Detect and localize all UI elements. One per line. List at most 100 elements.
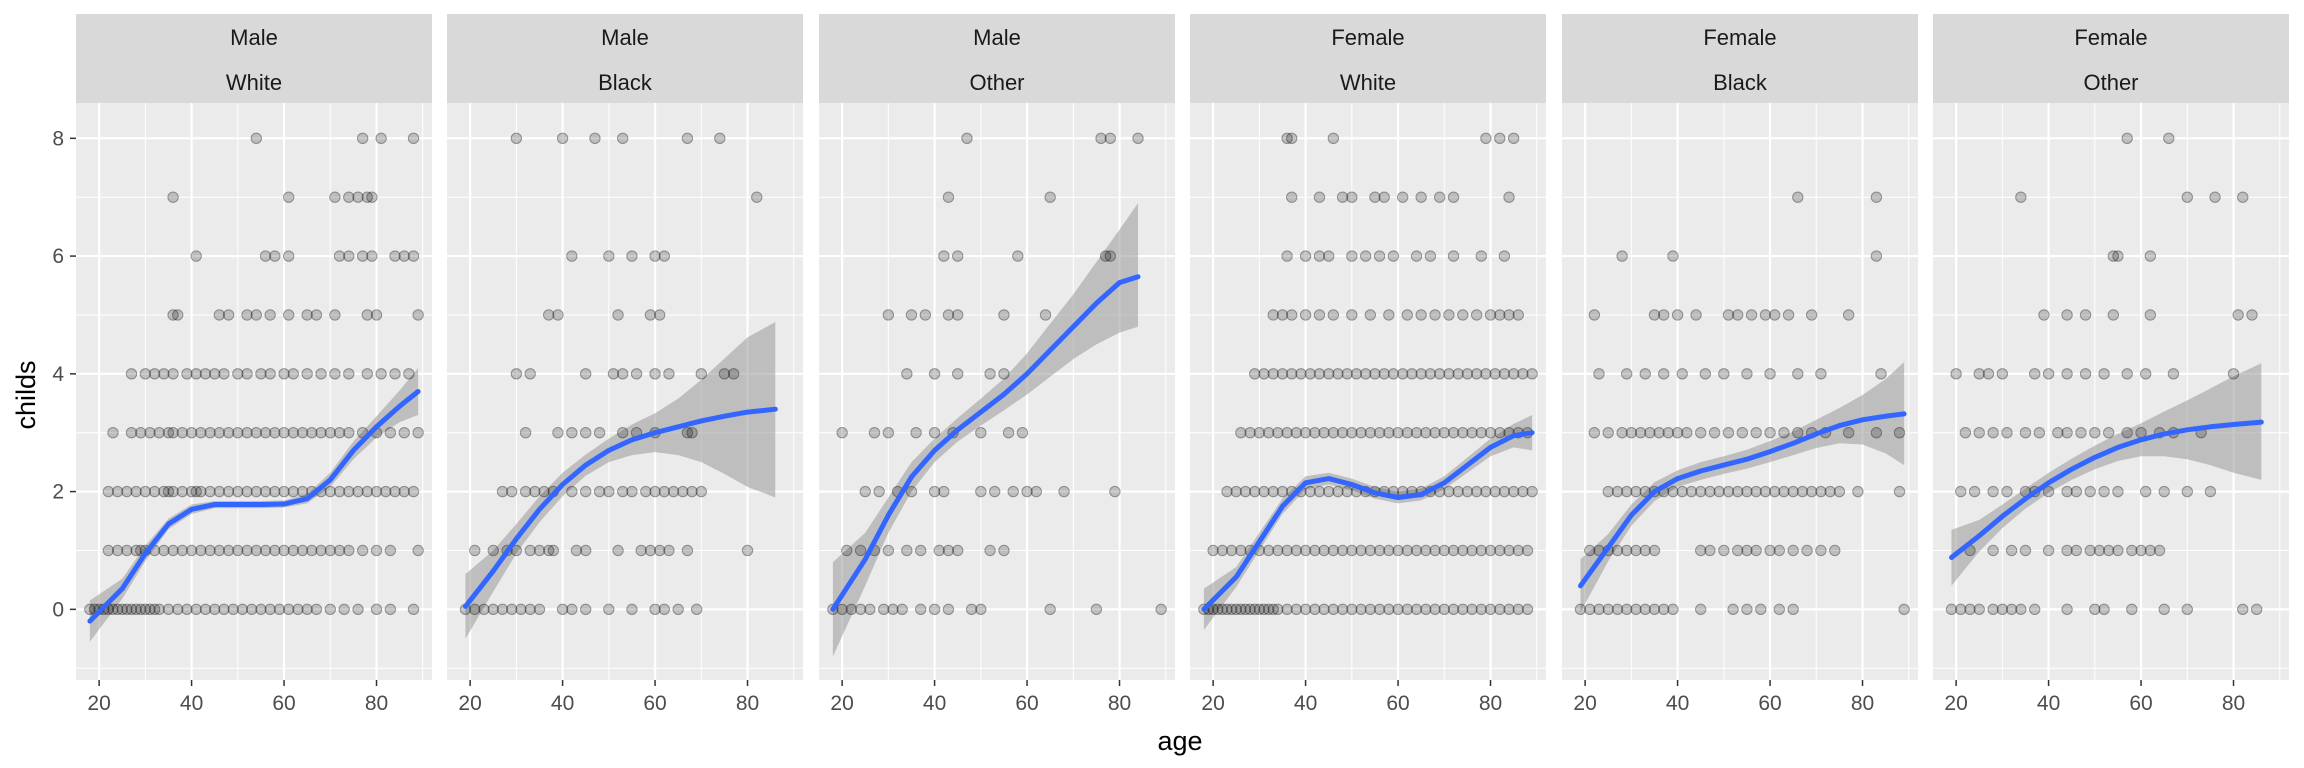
data-point: [121, 544, 133, 557]
facet-strip: [76, 14, 432, 103]
data-point: [1973, 427, 1985, 439]
data-point: [2121, 132, 2133, 145]
data-point: [352, 191, 364, 203]
x-tick-label: 40: [551, 692, 574, 715]
data-point: [1987, 485, 1999, 498]
data-point: [1466, 603, 1478, 616]
data-point: [1304, 368, 1316, 380]
data-point: [1021, 485, 1033, 498]
data-point: [135, 427, 147, 439]
data-point: [1662, 427, 1675, 439]
data-point: [1392, 427, 1404, 439]
data-point: [158, 544, 170, 557]
data-point: [1313, 191, 1326, 203]
data-point: [1741, 368, 1753, 380]
data-point: [919, 309, 932, 321]
data-point: [1498, 250, 1511, 262]
x-tick-label: 60: [1386, 692, 1409, 715]
data-point: [296, 427, 309, 439]
data-point: [1484, 544, 1497, 557]
data-point: [306, 427, 318, 439]
data-point: [352, 603, 364, 616]
data-point: [975, 485, 987, 498]
data-point: [1090, 603, 1103, 616]
data-point: [1616, 250, 1628, 262]
data-point: [1621, 368, 1633, 380]
facet-panel: Female White 20 40 60 80: [1190, 14, 1546, 715]
data-point: [315, 427, 327, 439]
data-point: [139, 485, 152, 498]
data-point: [1373, 427, 1386, 439]
smooth-line: [87, 389, 421, 624]
data-point: [148, 485, 161, 498]
data-point: [176, 427, 189, 439]
data-point: [1959, 427, 1972, 439]
data-point: [2005, 544, 2018, 557]
data-point: [218, 603, 230, 616]
data-point: [1466, 427, 1478, 439]
data-point: [2227, 368, 2240, 380]
data-point: [1731, 309, 1744, 321]
strip-label-race: Other: [969, 70, 1024, 95]
data-point: [250, 132, 263, 145]
data-point: [1870, 191, 1883, 203]
data-point: [2163, 132, 2175, 145]
data-point: [282, 191, 295, 203]
data-point: [227, 603, 239, 616]
data-point: [370, 485, 383, 498]
data-point: [2167, 368, 2180, 380]
data-point: [250, 544, 263, 557]
data-point: [1401, 309, 1413, 321]
data-point: [2112, 250, 2124, 262]
data-point: [681, 427, 694, 439]
data-point: [510, 132, 523, 145]
data-point: [1373, 250, 1386, 262]
data-point: [222, 485, 235, 498]
data-point: [533, 603, 546, 616]
data-point: [375, 368, 387, 380]
facet-strip: [447, 14, 803, 103]
data-point: [1415, 191, 1427, 203]
data-point: [1648, 544, 1661, 557]
data-point: [1667, 250, 1679, 262]
data-point: [1526, 368, 1538, 380]
data-point: [1387, 368, 1400, 380]
data-point: [984, 544, 996, 557]
data-point: [1987, 427, 1999, 439]
data-point: [1704, 544, 1716, 557]
data-point: [1313, 368, 1326, 380]
data-point: [1602, 603, 1614, 616]
data-point: [1272, 427, 1284, 439]
data-point: [310, 309, 323, 321]
data-point: [185, 485, 198, 498]
data-point: [333, 427, 346, 439]
data-point: [2042, 544, 2055, 557]
data-point: [1039, 309, 1052, 321]
data-point: [487, 603, 499, 616]
data-point: [1267, 485, 1279, 498]
data-point: [269, 250, 281, 262]
data-point: [1648, 603, 1661, 616]
data-point: [195, 485, 207, 498]
data-point: [1968, 485, 1981, 498]
strip-label-race: Black: [1713, 70, 1768, 95]
data-point: [1452, 368, 1464, 380]
data-point: [366, 191, 378, 203]
data-point: [384, 603, 397, 616]
data-point: [1630, 603, 1642, 616]
data-point: [998, 309, 1010, 321]
data-point: [1494, 603, 1506, 616]
data-point: [1346, 544, 1358, 557]
data-point: [649, 368, 661, 380]
data-point: [1470, 368, 1483, 380]
data-point: [1602, 427, 1614, 439]
data-point: [1494, 309, 1506, 321]
data-point: [370, 544, 383, 557]
x-tick-label: 60: [272, 692, 295, 715]
data-point: [928, 485, 941, 498]
data-point: [1745, 309, 1758, 321]
data-point: [1466, 544, 1478, 557]
data-point: [961, 132, 973, 145]
data-point: [1244, 427, 1256, 439]
